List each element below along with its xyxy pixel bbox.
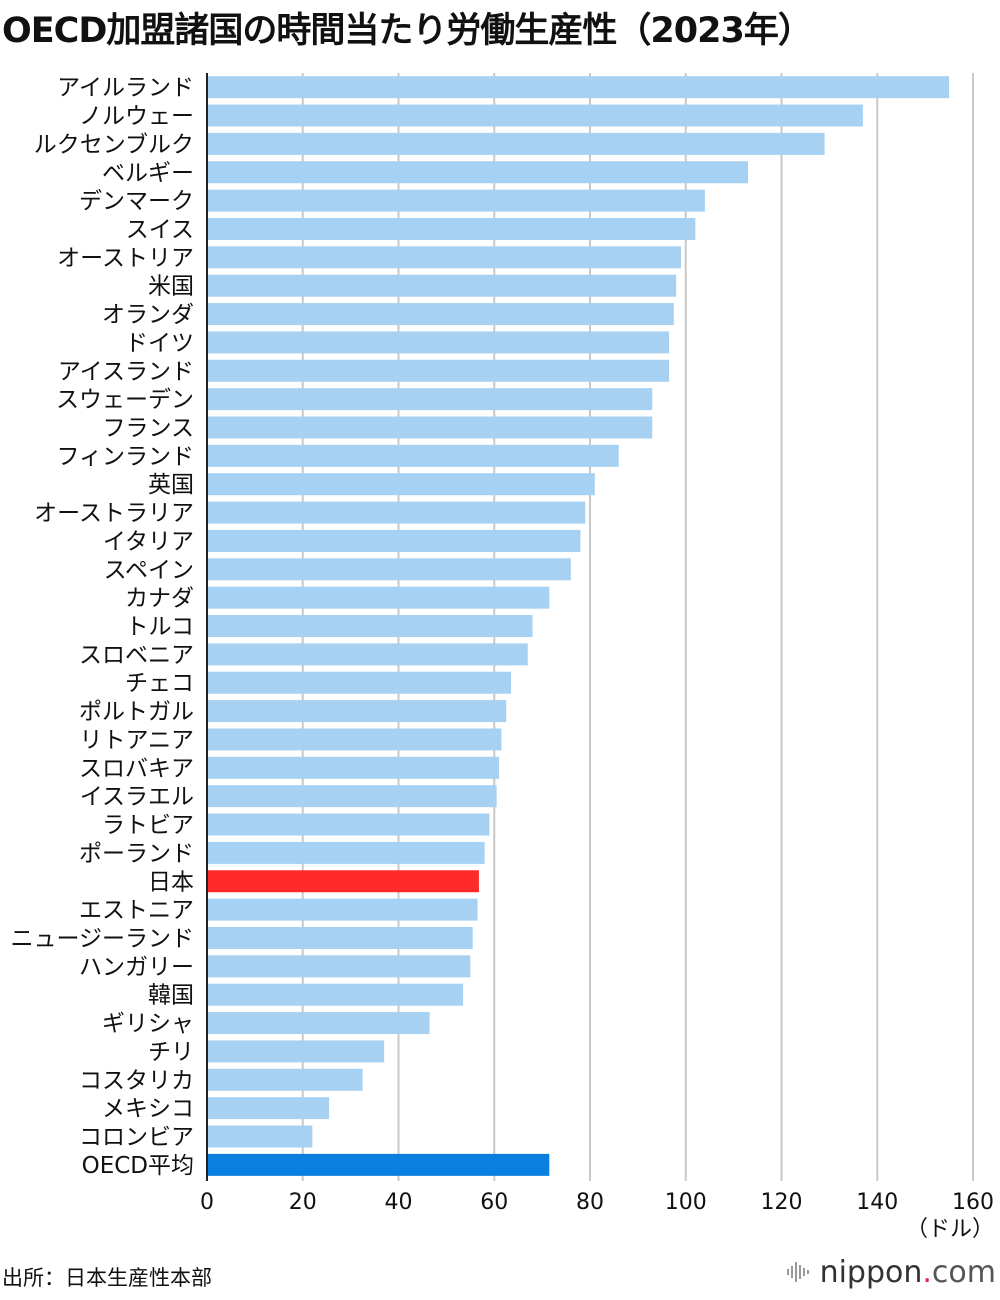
category-label: OECD平均 xyxy=(82,1153,194,1179)
category-label: ハンガリー xyxy=(79,954,194,980)
bar xyxy=(207,189,705,212)
chart-title: OECD加盟諸国の時間当たり労働生産性（2023年） xyxy=(2,11,813,51)
category-label: ポーランド xyxy=(79,841,194,867)
bar xyxy=(207,955,471,978)
category-label: フランス xyxy=(102,416,194,442)
bar xyxy=(207,785,497,808)
bar xyxy=(207,1068,363,1091)
bar xyxy=(207,331,669,354)
bar xyxy=(207,104,863,127)
bar xyxy=(207,473,595,496)
category-label: リトアニア xyxy=(79,727,194,753)
x-tick-label: 60 xyxy=(480,1190,508,1215)
bar xyxy=(207,529,581,552)
category-label: アイスランド xyxy=(58,359,194,385)
category-label: オーストラリア xyxy=(34,501,194,527)
category-label: スペイン xyxy=(104,557,194,583)
category-label: スウェーデン xyxy=(56,387,194,413)
category-label: オーストリア xyxy=(57,245,194,271)
bar xyxy=(207,444,619,467)
x-tick-label: 20 xyxy=(289,1190,317,1215)
category-label: ルクセンブルク xyxy=(34,132,194,158)
category-label: 米国 xyxy=(148,274,194,300)
bar xyxy=(207,1153,550,1176)
category-label: スロベニア xyxy=(79,642,194,668)
category-label: オランダ xyxy=(102,302,194,328)
bar xyxy=(207,1097,330,1120)
category-label: ギリシャ xyxy=(102,1011,194,1037)
bar xyxy=(207,586,550,609)
bar xyxy=(207,898,478,921)
category-label: 英国 xyxy=(148,472,194,498)
x-tick-label: 140 xyxy=(856,1190,898,1215)
category-label: アイルランド xyxy=(57,75,194,101)
category-label: チリ xyxy=(148,1039,194,1065)
category-label: カナダ xyxy=(125,586,194,612)
bar xyxy=(207,1040,385,1063)
bar xyxy=(207,303,674,326)
category-label: トルコ xyxy=(125,614,194,640)
category-label: 韓国 xyxy=(148,983,194,1009)
x-tick-label: 80 xyxy=(576,1190,604,1215)
bar xyxy=(207,870,479,893)
category-label: ニュージーランド xyxy=(10,926,194,952)
category-label: ノルウェー xyxy=(79,104,194,130)
bar xyxy=(207,359,669,382)
category-label: デンマーク xyxy=(79,189,194,215)
bar xyxy=(207,643,528,666)
x-tick-label: 100 xyxy=(665,1190,707,1215)
category-label: ポルトガル xyxy=(79,699,194,725)
bar xyxy=(207,274,677,297)
bar xyxy=(207,615,533,638)
category-label: コロンビア xyxy=(79,1125,194,1151)
bar xyxy=(207,813,490,836)
x-tick-label: 160 xyxy=(952,1190,994,1215)
category-label: 日本 xyxy=(148,869,194,895)
category-label: チェコ xyxy=(125,671,194,697)
category-label: ベルギー xyxy=(102,160,194,186)
x-tick-label: 0 xyxy=(200,1190,214,1215)
bar xyxy=(207,558,571,581)
bar xyxy=(207,1125,313,1148)
category-label: イスラエル xyxy=(80,784,194,810)
x-tick-label: 40 xyxy=(385,1190,413,1215)
category-label: フィンランド xyxy=(56,444,194,470)
category-label: スロバキア xyxy=(79,756,194,782)
category-label: コスタリカ xyxy=(79,1068,194,1094)
bar xyxy=(207,983,464,1006)
category-label: スイス xyxy=(126,217,194,243)
bar xyxy=(207,700,507,723)
bar xyxy=(207,756,500,779)
bar xyxy=(207,217,696,240)
bar xyxy=(207,671,512,694)
category-label: ドイツ xyxy=(125,330,194,356)
category-label: メキシコ xyxy=(102,1096,194,1122)
bar xyxy=(207,161,748,184)
bar xyxy=(207,416,653,439)
bar xyxy=(207,728,502,751)
bar xyxy=(207,246,681,269)
bar xyxy=(207,501,586,524)
bar xyxy=(207,388,653,411)
bar xyxy=(207,1012,430,1035)
brand-wordmark: nippon.com xyxy=(819,1254,996,1290)
x-axis-unit: （ドル） xyxy=(906,1217,994,1242)
sound-wave-icon xyxy=(786,1262,809,1282)
bar-chart: アイルランドノルウェールクセンブルクベルギーデンマークスイスオーストリア米国オラ… xyxy=(10,73,994,1242)
source-note: 出所：日本生産性本部 xyxy=(2,1266,212,1290)
brand-logo: nippon.com xyxy=(786,1254,996,1290)
bar xyxy=(207,76,950,99)
category-label: イタリア xyxy=(103,529,194,555)
bar xyxy=(207,841,485,864)
x-tick-label: 120 xyxy=(761,1190,803,1215)
bar xyxy=(207,132,825,155)
category-label: ラトビア xyxy=(102,813,194,839)
bar xyxy=(207,926,473,949)
category-label: エストニア xyxy=(79,898,194,924)
